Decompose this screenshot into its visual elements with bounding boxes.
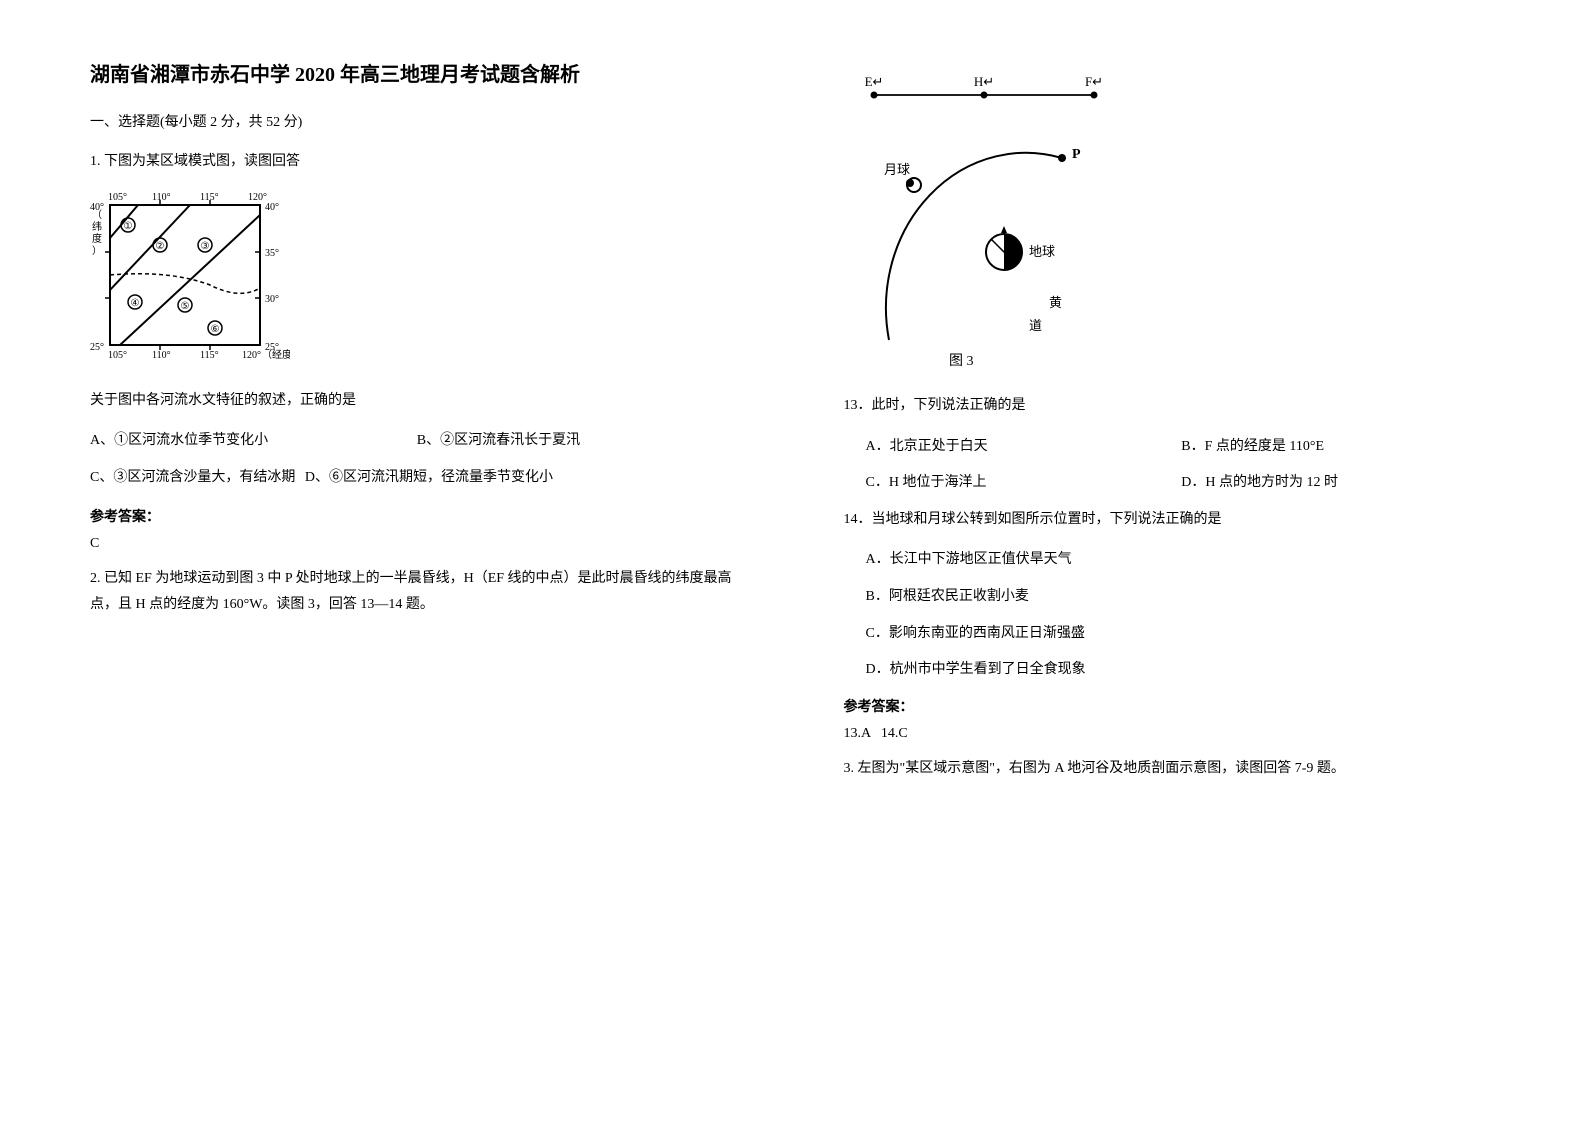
q1-opt-d: D、⑥区河流汛期短，径流量季节变化小 (305, 470, 553, 485)
xtb-3: 120° (242, 350, 261, 361)
reg-1: ① (124, 221, 133, 232)
y-lbl-2: 纬 (92, 220, 102, 233)
xt-0: 105° (108, 192, 127, 203)
q1-answer: C (90, 536, 744, 552)
q1-opt-c: C、③区河流含沙量大，有结冰期 (90, 470, 295, 485)
q13-opt-d: D．H 点的地方时为 12 时 (1181, 470, 1497, 497)
section-heading: 一、选择题(每小题 2 分，共 52 分) (90, 110, 744, 135)
q13-opt-c: C．H 地位于海洋上 (866, 470, 1182, 497)
q3-prompt: 3. 左图为"某区域示意图"，右图为 A 地河谷及地质剖面示意图，读图回答 7-… (844, 756, 1498, 783)
fig3-caption: 图 3 (949, 354, 974, 369)
lbl-moon: 月球 (884, 162, 910, 177)
q13-row-cd: C．H 地位于海洋上 D．H 点的地方时为 12 时 (844, 470, 1498, 497)
lbl-H: H↵ (973, 74, 993, 89)
x-axis-label: （经度） (262, 348, 290, 361)
reg-3: ③ (201, 241, 210, 252)
q14-opt-c: C．影响东南亚的西南风正日渐强盛 (844, 621, 1498, 648)
q1-opt-b: B、②区河流春汛长于夏汛 (417, 428, 744, 455)
q1-answer-label: 参考答案： (90, 506, 744, 526)
q13-14-answer: 13.A 14.C (844, 726, 1498, 742)
q1-opt-cd: C、③区河流含沙量大，有结冰期 D、⑥区河流汛期短，径流量季节变化小 (90, 465, 744, 492)
lbl-F: F↵ (1084, 74, 1102, 89)
y-lbl-3: 度 (92, 232, 102, 245)
q2-figure: E↵ H↵ F↵ P 月球 地球 黄 道 (854, 70, 1498, 375)
q13-opt-b: B．F 点的经度是 110°E (1181, 434, 1497, 461)
lbl-E: E↵ (864, 74, 883, 89)
lbl-P: P (1072, 147, 1081, 162)
lbl-ecl-2: 道 (1029, 318, 1042, 333)
xtb-2: 115° (200, 350, 219, 361)
q1-figure: （ 纬 度 ） 105° 110° 115° 120° 105° 110° 11… (90, 190, 744, 370)
xtb-1: 110° (152, 350, 171, 361)
lbl-earth: 地球 (1029, 244, 1055, 259)
left-column: 湖南省湘潭市赤石中学 2020 年高三地理月考试题含解析 一、选择题(每小题 2… (0, 0, 794, 1122)
ytr-1: 35° (265, 248, 279, 259)
reg-4: ④ (131, 298, 140, 309)
yt-0: 40° (90, 202, 104, 213)
yt-3: 25° (90, 342, 104, 353)
q14-opt-d: D．杭州市中学生看到了日全食现象 (844, 657, 1498, 684)
reg-5: ⑤ (181, 301, 190, 312)
xt-1: 110° (152, 192, 171, 203)
q14-opt-a: A．长江中下游地区正值伏旱天气 (844, 547, 1498, 574)
q1-prompt: 1. 下图为某区域模式图，读图回答 (90, 149, 744, 176)
q14-opt-b: B．阿根廷农民正收割小麦 (844, 584, 1498, 611)
q1-opt-a: A、①区河流水位季节变化小 (90, 428, 417, 455)
ytr-0: 40° (265, 202, 279, 213)
q13-stem: 13．此时，下列说法正确的是 (844, 393, 1498, 420)
q13-opt-a: A．北京正处于白天 (866, 434, 1182, 461)
q2-prompt: 2. 已知 EF 为地球运动到图 3 中 P 处时地球上的一半晨昏线，H（EF … (90, 566, 744, 619)
earth-icon (986, 226, 1022, 270)
xtb-0: 105° (108, 350, 127, 361)
page-title: 湖南省湘潭市赤石中学 2020 年高三地理月考试题含解析 (90, 60, 744, 90)
lbl-ecl-1: 黄 (1049, 295, 1062, 310)
q13-14-answer-label: 参考答案： (844, 696, 1498, 716)
ytr-2: 30° (265, 294, 279, 305)
reg-2: ② (156, 241, 165, 252)
q13-row-ab: A．北京正处于白天 B．F 点的经度是 110°E (844, 434, 1498, 461)
q1-row-ab: A、①区河流水位季节变化小 B、②区河流春汛长于夏汛 (90, 428, 744, 455)
reg-6: ⑥ (211, 324, 220, 335)
y-lbl-4: ） (92, 245, 102, 257)
right-column: E↵ H↵ F↵ P 月球 地球 黄 道 (794, 0, 1587, 1122)
q14-stem: 14．当地球和月球公转到如图所示位置时，下列说法正确的是 (844, 507, 1498, 534)
q1-stem: 关于图中各河流水文特征的叙述，正确的是 (90, 388, 744, 415)
